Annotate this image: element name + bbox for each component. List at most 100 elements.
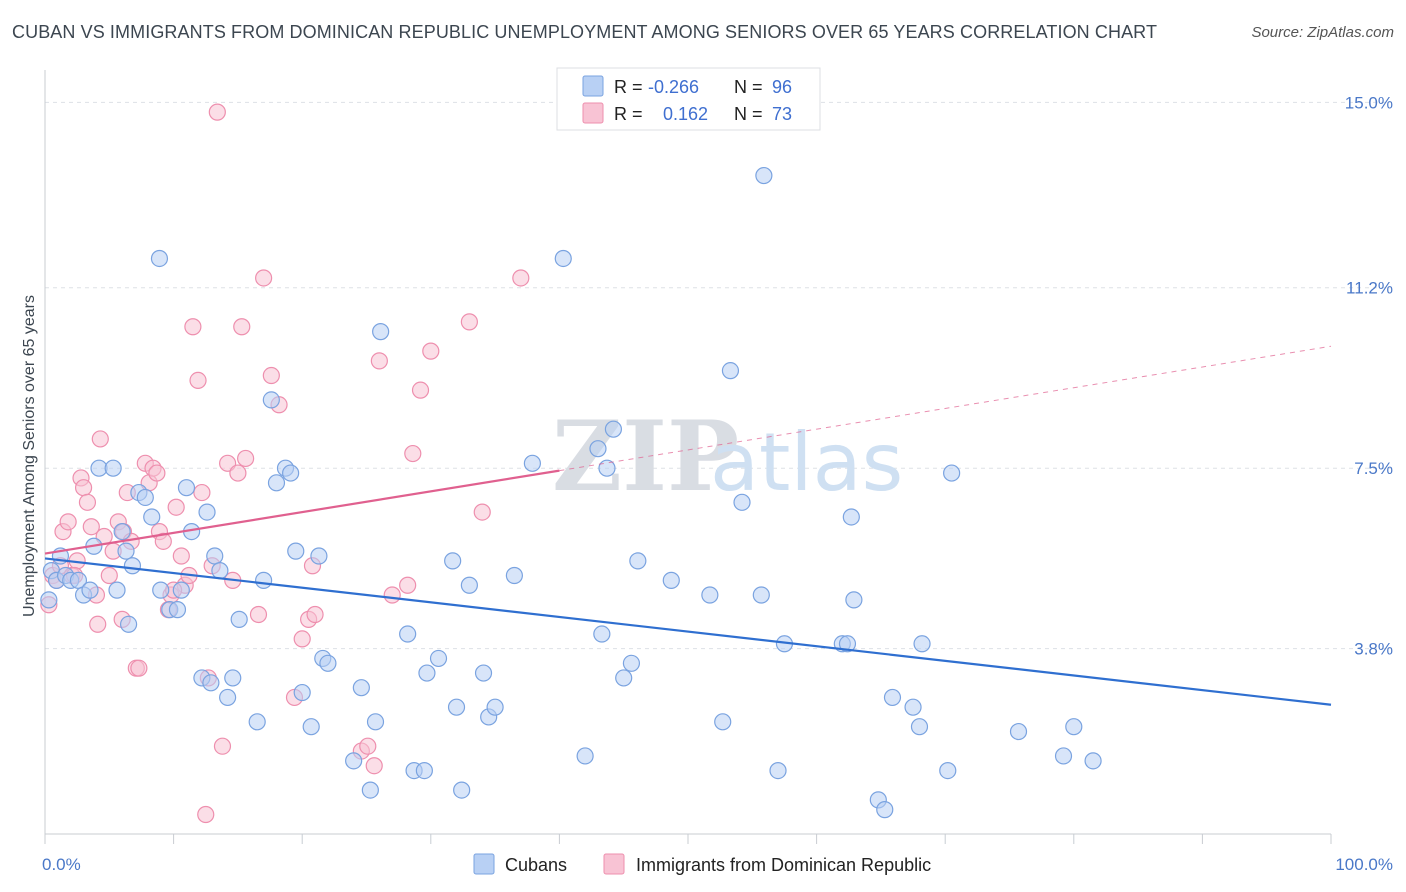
cubans-point [453, 781, 471, 799]
series-legend: Cubans Immigrants from Dominican Republi… [473, 853, 931, 875]
cubans-point [721, 362, 740, 380]
cubans-point [211, 562, 229, 580]
cubans-point [310, 547, 328, 565]
dominican-trend-line [44, 469, 560, 555]
cubans-point [622, 654, 641, 672]
cubans-point [319, 654, 337, 672]
cubans-point [198, 503, 216, 521]
cubans-point [399, 625, 417, 643]
dominican-point [89, 615, 107, 633]
legend-swatch-pink [582, 102, 604, 124]
y-tick-label: 15.0% [1345, 93, 1393, 112]
cubans-point [267, 474, 286, 492]
cubans-point [345, 752, 363, 770]
x-tick-label: 100.0% [1335, 855, 1393, 874]
chart-title: CUBAN VS IMMIGRANTS FROM DOMINICAN REPUB… [12, 22, 1158, 42]
cubans-point [429, 649, 448, 668]
dominican-point [255, 269, 273, 287]
correlation-legend: R = -0.266 N = 96 R = 0.162 N = 73 [556, 67, 821, 131]
cubans-point [143, 508, 161, 526]
cubans-point [593, 625, 611, 643]
cubans-point [104, 459, 122, 477]
cubans-point [943, 464, 961, 482]
cubans-point [662, 571, 680, 589]
cubans-point [172, 581, 190, 599]
cubans-point [769, 761, 787, 780]
cubans-point [883, 688, 902, 707]
dominican-point [208, 103, 226, 121]
dominican-point [213, 737, 232, 755]
legend-n-value: 73 [772, 104, 792, 124]
watermark-atlas: atlas [710, 416, 903, 509]
legend-label-cubans: Cubans [505, 855, 567, 875]
dominican-point [167, 498, 185, 516]
cubans-point [913, 635, 931, 653]
dominican-point [78, 493, 97, 511]
cubans-point [152, 581, 170, 599]
cubans-point [523, 454, 541, 472]
dominican-point [74, 479, 93, 497]
cubans-point [123, 557, 142, 575]
cubans-point [845, 591, 863, 609]
series-cubans-points [40, 166, 1102, 819]
cubans-point [224, 669, 242, 687]
cubans-point [752, 586, 770, 604]
cubans-point [939, 761, 957, 780]
cubans-point [366, 713, 385, 731]
cubans-point [701, 586, 719, 604]
legend-swatch-dominican [603, 853, 625, 875]
axes [44, 70, 1332, 844]
dominican-point [229, 464, 247, 482]
dominican-point [306, 605, 324, 624]
cubans-point [733, 493, 751, 511]
cubans-point [352, 679, 370, 697]
cubans-point [40, 591, 58, 609]
cubans-point [282, 464, 300, 482]
dominican-point [189, 371, 207, 389]
cubans-point [136, 488, 154, 507]
cubans-trend-line [44, 557, 1332, 706]
cubans-point [418, 664, 436, 682]
dominican-point [184, 318, 202, 336]
cubans-point [262, 391, 280, 409]
dominican-point [233, 318, 251, 336]
cubans-point [838, 635, 857, 653]
y-tick-label: 7.5% [1354, 459, 1393, 478]
cubans-point [150, 249, 169, 268]
cubans-point [904, 698, 922, 716]
cubans-point [113, 522, 131, 541]
cubans-point [81, 581, 99, 599]
cubans-point [177, 479, 196, 497]
y-tick-label: 3.8% [1354, 640, 1393, 659]
dominican-point [249, 605, 268, 624]
legend-r-value: -0.266 [648, 77, 699, 97]
cubans-point [714, 713, 732, 731]
legend-r-value: 0.162 [663, 104, 708, 124]
dominican-point [359, 737, 377, 755]
cubans-point [876, 801, 894, 819]
dominican-point [82, 518, 100, 536]
cubans-point [248, 713, 266, 731]
cubans-point [589, 440, 607, 458]
legend-swatch-cubans [473, 853, 495, 875]
cubans-point [910, 718, 929, 736]
legend-label-dominican: Immigrants from Dominican Republic [636, 855, 931, 875]
grid-lines [45, 101, 1392, 650]
cubans-point [474, 664, 493, 682]
cubans-point [576, 747, 594, 765]
dominican-point [100, 566, 118, 585]
cubans-point [287, 542, 305, 560]
cubans-point [168, 601, 187, 619]
cubans-point [302, 718, 320, 736]
x-tick-label: 0.0% [42, 855, 81, 874]
dominican-point [422, 342, 440, 360]
cubans-point [1009, 722, 1028, 741]
legend-n-label: N = [734, 77, 763, 97]
dominican-point [172, 547, 190, 565]
dominican-point [383, 586, 401, 604]
cubans-point [255, 571, 273, 589]
cubans-point [108, 581, 126, 599]
dominican-point [460, 313, 478, 331]
dominican-point [473, 503, 491, 521]
cubans-point [117, 542, 135, 560]
